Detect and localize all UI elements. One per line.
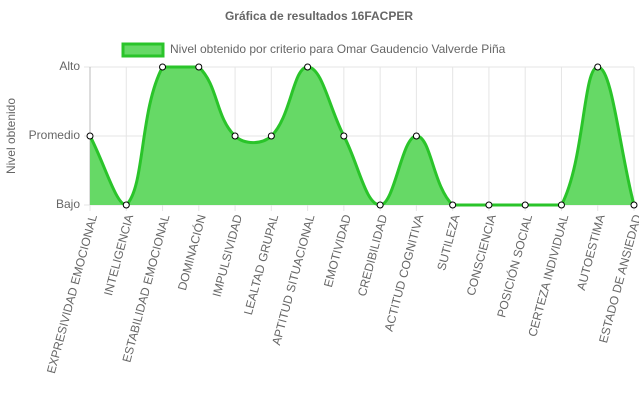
x-tick-label: LEALTAD GRUPAL [241, 213, 281, 317]
point [630, 201, 638, 209]
point [594, 63, 602, 71]
x-tick-label: INTELIGENCIA [101, 213, 136, 297]
point [86, 132, 94, 140]
point [304, 63, 312, 71]
x-tick-label: EMOTIVIDAD [321, 213, 354, 289]
y-tick-label: Alto [59, 59, 80, 73]
point [195, 63, 203, 71]
y-tick-label: Bajo [56, 197, 80, 211]
point [412, 132, 420, 140]
x-tick-label: CERTEZA INDIVIDUAL [525, 213, 571, 338]
x-tick-label: ACTITUD COGNITIVA [382, 213, 427, 333]
x-tick-label: CREDIBILIDAD [355, 213, 390, 298]
x-tick-label: DOMINACIÓN [174, 213, 209, 292]
point [159, 63, 167, 71]
area [90, 67, 634, 205]
point [449, 201, 457, 209]
x-tick-label: POSICIÓN SOCIAL [493, 212, 535, 319]
x-tick-label: IMPULSIVIDAD [210, 213, 246, 299]
y-tick-label: Promedio [29, 128, 81, 142]
point [340, 132, 348, 140]
chart-title: Gráfica de resultados 16FACPER [225, 9, 413, 23]
point [557, 201, 565, 209]
point [267, 132, 275, 140]
point [376, 201, 384, 209]
point [231, 132, 239, 140]
x-tick-label: EXPRESIVIDAD EMOCIONAL [44, 213, 100, 375]
legend-label: Nivel obtenido por criterio para Omar Ga… [170, 42, 506, 56]
y-axis-title: Nivel obtenido [4, 98, 18, 174]
point [521, 201, 529, 209]
x-tick-label: CONSCIENCIA [464, 213, 499, 297]
point [122, 201, 130, 209]
x-tick-label: SUTILEZA [434, 213, 462, 272]
point [485, 201, 493, 209]
x-tick-label: AUTOESTIMA [574, 213, 608, 292]
legend-swatch [121, 42, 165, 58]
